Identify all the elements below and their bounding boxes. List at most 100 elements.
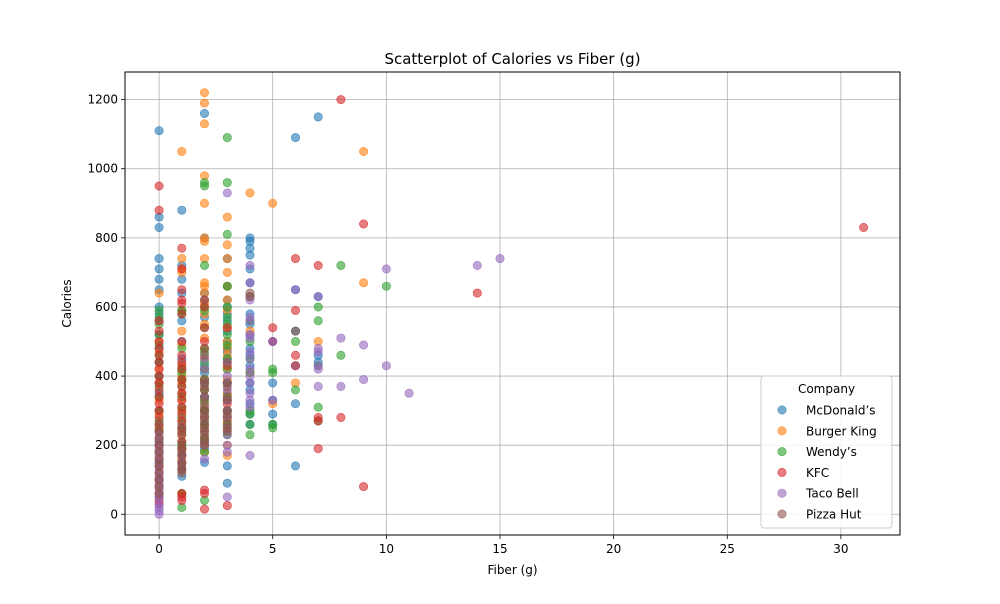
x-tick-label: 20 xyxy=(606,542,621,556)
data-point xyxy=(200,260,210,270)
data-point xyxy=(177,243,187,253)
legend-marker xyxy=(777,405,787,415)
data-point xyxy=(268,198,278,208)
data-point xyxy=(290,361,300,371)
data-point xyxy=(200,88,210,98)
data-point xyxy=(268,368,278,378)
data-point xyxy=(381,361,391,371)
legend-label: McDonald’s xyxy=(806,404,876,418)
y-tick-label: 200 xyxy=(95,438,118,452)
x-axis-label: Fiber (g) xyxy=(487,563,537,577)
legend: Company McDonald’s Burger King Wendy’s KFC T… xyxy=(760,375,893,529)
data-point xyxy=(222,178,232,188)
legend-label: KFC xyxy=(806,466,829,480)
data-point xyxy=(245,260,255,270)
data-point xyxy=(222,461,232,471)
data-point xyxy=(290,285,300,295)
data-point xyxy=(290,350,300,360)
data-point xyxy=(222,133,232,143)
data-point xyxy=(200,198,210,208)
data-point xyxy=(245,292,255,302)
data-point xyxy=(268,336,278,346)
legend-marker xyxy=(777,447,787,457)
data-point xyxy=(222,478,232,488)
data-point xyxy=(222,240,232,250)
series-5 xyxy=(154,288,300,498)
y-tick-label: 1200 xyxy=(87,93,118,107)
data-point xyxy=(222,340,232,350)
y-tick-label: 600 xyxy=(95,300,118,314)
data-point xyxy=(200,98,210,108)
data-point xyxy=(359,340,369,350)
legend-label: Taco Bell xyxy=(805,487,859,501)
data-point xyxy=(177,326,187,336)
data-point xyxy=(177,426,187,436)
data-point xyxy=(245,354,255,364)
data-point xyxy=(290,385,300,395)
data-point xyxy=(200,295,210,305)
data-point xyxy=(222,395,232,405)
data-point xyxy=(313,364,323,374)
data-point xyxy=(359,219,369,229)
data-point xyxy=(381,264,391,274)
data-point xyxy=(359,374,369,384)
data-point xyxy=(200,323,210,333)
data-point xyxy=(222,323,232,333)
data-point xyxy=(222,281,232,291)
data-point xyxy=(154,288,164,298)
data-point xyxy=(336,333,346,343)
data-point xyxy=(200,454,210,464)
x-tick-label: 10 xyxy=(379,542,394,556)
data-point xyxy=(245,378,255,388)
data-point xyxy=(200,181,210,191)
data-point xyxy=(472,288,482,298)
data-point xyxy=(381,281,391,291)
data-point xyxy=(313,260,323,270)
data-point xyxy=(336,260,346,270)
data-point xyxy=(245,188,255,198)
x-tick-label: 0 xyxy=(155,542,163,556)
data-point xyxy=(154,205,164,215)
data-point xyxy=(154,316,164,326)
y-tick-label: 0 xyxy=(110,507,118,521)
data-point xyxy=(495,254,505,264)
legend-box xyxy=(760,375,893,529)
data-point xyxy=(245,430,255,440)
legend-marker xyxy=(777,467,787,477)
x-tick-label: 5 xyxy=(269,542,277,556)
y-tick-label: 1000 xyxy=(87,162,118,176)
data-point xyxy=(200,119,210,129)
data-point xyxy=(200,236,210,246)
data-point xyxy=(222,381,232,391)
data-point xyxy=(268,395,278,405)
data-point xyxy=(177,309,187,319)
x-tick-label: 25 xyxy=(720,542,735,556)
data-point xyxy=(245,402,255,412)
data-point xyxy=(177,205,187,215)
data-point xyxy=(336,350,346,360)
data-point xyxy=(154,223,164,233)
legend-marker xyxy=(777,509,787,519)
data-point xyxy=(313,347,323,357)
y-axis-ticks: 0 200 400 600 800 1000 1200 xyxy=(87,93,125,521)
data-point xyxy=(200,504,210,514)
data-point xyxy=(177,264,187,274)
data-point xyxy=(359,278,369,288)
data-point xyxy=(154,126,164,136)
data-points xyxy=(154,88,869,519)
data-point xyxy=(313,402,323,412)
data-point xyxy=(290,305,300,315)
data-point xyxy=(313,444,323,454)
data-point xyxy=(313,112,323,122)
data-point xyxy=(200,440,210,450)
data-point xyxy=(200,109,210,119)
data-point xyxy=(154,264,164,274)
data-point xyxy=(359,482,369,492)
data-point xyxy=(177,254,187,264)
legend-entries: McDonald’s Burger King Wendy’s KFC Taco Bell… xyxy=(777,404,877,522)
data-point xyxy=(177,495,187,505)
data-point xyxy=(177,364,187,374)
y-axis-label: Calories xyxy=(60,279,74,327)
data-point xyxy=(177,336,187,346)
